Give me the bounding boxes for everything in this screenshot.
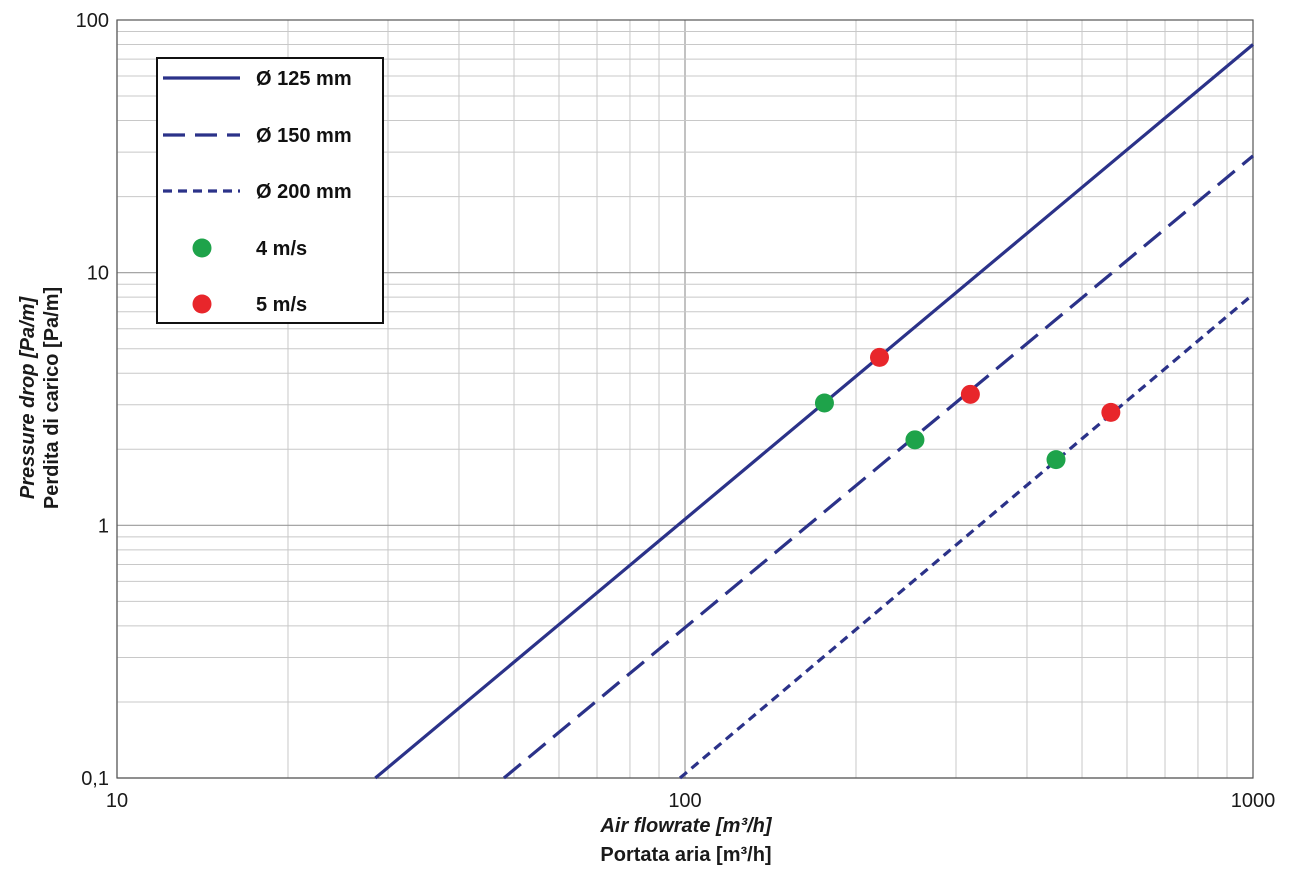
x-tick-labels: 10 100 1000 [106, 790, 1275, 812]
x-axis-title-italian: Portata aria [m³/h] [600, 844, 771, 866]
legend-label: Ø 125 mm [256, 68, 352, 90]
legend-label: Ø 200 mm [256, 181, 352, 203]
y-axis-title-english: Pressure drop [Pa/m] [17, 296, 39, 500]
data-point [905, 430, 925, 450]
legend-label: 5 m/s [256, 294, 307, 316]
y-tick-label: 0,1 [81, 768, 109, 790]
y-axis-title-italian: Perdita di carico [Pa/m] [41, 287, 63, 509]
y-tick-label: 100 [76, 10, 109, 32]
legend-marker [192, 238, 212, 258]
legend-label: Ø 150 mm [256, 125, 352, 147]
legend-marker [192, 294, 212, 314]
x-tick-label: 100 [668, 790, 701, 812]
series-lines [374, 43, 1255, 780]
x-tick-label: 10 [106, 790, 128, 812]
data-point [960, 384, 980, 404]
data-point [1046, 450, 1066, 470]
legend: Ø 125 mm Ø 150 mm Ø 200 mm 4 m/s 5 m/s [156, 57, 384, 324]
x-axis-title-english: Air flowrate [m³/h] [599, 815, 772, 837]
data-points [814, 347, 1121, 470]
y-tick-labels: 0,1 1 10 100 [76, 10, 109, 790]
series-line [678, 293, 1255, 780]
y-tick-label: 10 [87, 263, 109, 285]
series-line [374, 43, 1255, 780]
x-tick-label: 1000 [1231, 790, 1276, 812]
series-line [502, 154, 1255, 780]
y-tick-label: 1 [98, 515, 109, 537]
data-point [1101, 402, 1121, 422]
legend-label: 4 m/s [256, 238, 307, 260]
grid [116, 20, 1253, 779]
data-point [814, 393, 834, 413]
plot-frame [116, 19, 1254, 779]
data-point [869, 347, 889, 367]
